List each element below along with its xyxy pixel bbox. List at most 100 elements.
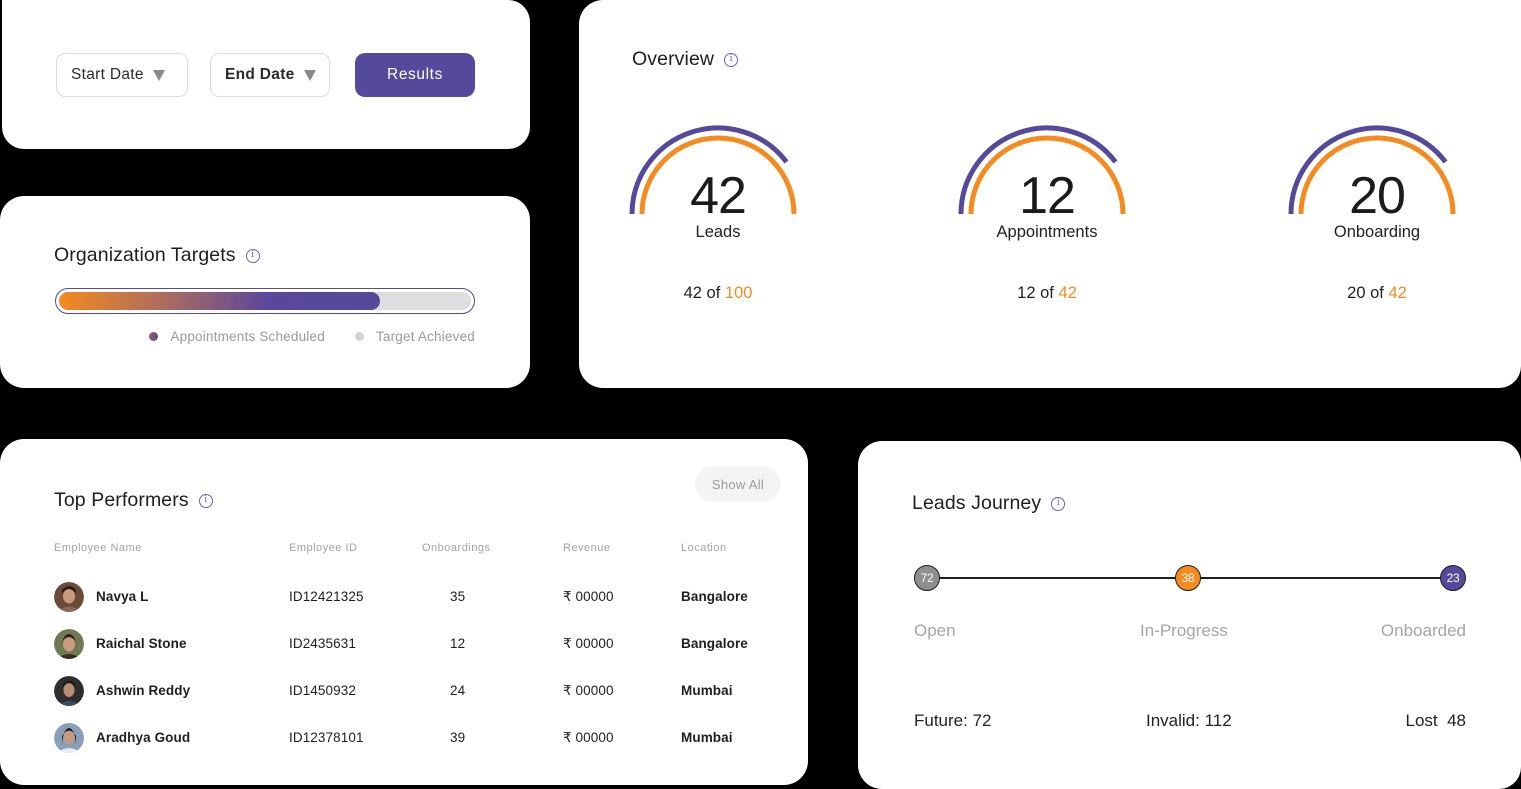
legend-label: Appointments Scheduled [170, 329, 325, 344]
revenue: ₹ 00000 [563, 636, 614, 651]
caret-down-icon [152, 69, 165, 81]
leads-journey-card: Leads Journey i 72 38 23 Open In-Progres… [858, 441, 1521, 789]
column-header-employee-name[interactable]: Employee Name [54, 542, 142, 554]
onboardings: 39 [450, 730, 466, 745]
date-filter-card: Start Date End Date Results [2, 0, 530, 149]
gauge-total: 42 [1058, 284, 1077, 302]
top-performers-heading: Top Performers i [54, 489, 213, 512]
revenue: ₹ 00000 [563, 589, 614, 604]
gauge-current: 42 [683, 284, 702, 302]
gauge-onboarding: 20 Onboarding 20 of 42 [1287, 118, 1467, 318]
overview-card: Overview i 42 Leads 42 of 100 12 Appoint… [579, 0, 1521, 388]
gauge-total: 100 [724, 284, 753, 302]
gauge-of: of [706, 284, 721, 302]
legend-item-target-achieved: Target Achieved [354, 329, 475, 344]
legend-item-appointments-scheduled: Appointments Scheduled [149, 329, 325, 344]
caret-down-icon [303, 69, 316, 81]
top-performers-title: Top Performers [54, 489, 189, 511]
stat-lost: Lost 48 [1405, 711, 1467, 730]
revenue: ₹ 00000 [563, 730, 614, 745]
stage-label-open: Open [914, 621, 956, 640]
gauge-appointments: 12 Appointments 12 of 42 [957, 118, 1137, 318]
column-header-employee-id[interactable]: Employee ID [289, 542, 358, 554]
table-row[interactable]: Navya L ID12421325 35 ₹ 00000 Bangalore [0, 579, 808, 615]
organization-targets-title: Organization Targets [54, 244, 236, 266]
employee-name: Aradhya Goud [96, 730, 191, 745]
table-row[interactable]: Raichal Stone ID2435631 12 ₹ 00000 Banga… [0, 626, 808, 662]
gauge-value: 20 [1349, 167, 1406, 225]
gauge-progress-text: 12 of 42 [927, 284, 1167, 303]
onboardings: 12 [450, 636, 466, 651]
targets-legend: Appointments Scheduled Target Achieved [149, 329, 475, 344]
gauge-value: 42 [690, 167, 747, 225]
gauge-current: 12 [1017, 284, 1036, 302]
leads-journey-heading: Leads Journey i [912, 492, 1066, 515]
results-button[interactable]: Results [355, 53, 475, 97]
employee-id: ID2435631 [289, 636, 356, 651]
gauge-label: Leads [695, 223, 741, 241]
start-date-dropdown[interactable]: Start Date [56, 53, 188, 97]
overview-heading: Overview i [632, 48, 739, 71]
employee-id: ID12378101 [289, 730, 364, 745]
stat-future: Future: 72 [914, 711, 992, 730]
revenue: ₹ 00000 [563, 683, 614, 698]
start-date-label: Start Date [71, 66, 144, 83]
info-icon[interactable]: i [198, 493, 213, 508]
table-row[interactable]: Ashwin Reddy ID1450932 24 ₹ 00000 Mumbai [0, 673, 808, 709]
table-row[interactable]: Aradhya Goud ID12378101 39 ₹ 00000 Mumba… [0, 720, 808, 756]
stage-label-onboarded: Onboarded [1380, 621, 1466, 640]
top-performers-card: Top Performers i Show All Employee Name … [0, 439, 808, 785]
stage-node-in-progress[interactable]: 38 [1175, 565, 1201, 591]
info-icon[interactable]: i [724, 52, 739, 67]
onboardings: 24 [450, 683, 466, 698]
gauge-arc-icon [958, 125, 1126, 215]
column-header-onboardings[interactable]: Onboardings [422, 542, 491, 554]
end-date-label: End Date [225, 66, 295, 83]
legend-dot-icon [149, 332, 159, 341]
gauge-arc-icon [629, 125, 797, 215]
gauge-value: 12 [1019, 167, 1076, 225]
leads-journey-title: Leads Journey [912, 492, 1042, 514]
employee-id: ID12421325 [289, 589, 364, 604]
progress-fill [59, 292, 381, 310]
gauge-of: of [1370, 284, 1384, 302]
info-icon[interactable]: i [245, 248, 260, 263]
column-header-location[interactable]: Location [681, 542, 727, 554]
stage-node-onboarded[interactable]: 23 [1440, 565, 1466, 591]
stage-node-open[interactable]: 72 [914, 565, 940, 591]
avatar [54, 582, 84, 612]
end-date-dropdown[interactable]: End Date [210, 53, 330, 97]
gauge-progress-text: 42 of 100 [598, 284, 838, 303]
gauge-label: Appointments [996, 223, 1098, 241]
location: Bangalore [681, 636, 748, 651]
gauge-total: 42 [1388, 284, 1407, 302]
stat-invalid: Invalid: 112 [1146, 711, 1232, 730]
organization-targets-card: Organization Targets i Appointments Sche… [0, 196, 530, 388]
onboardings: 35 [450, 589, 466, 604]
column-header-revenue[interactable]: Revenue [563, 542, 611, 554]
targets-progress-bar [55, 288, 475, 314]
legend-label: Target Achieved [375, 329, 475, 344]
location: Bangalore [681, 589, 748, 604]
employee-name: Ashwin Reddy [96, 683, 191, 698]
location: Mumbai [681, 683, 733, 698]
gauge-progress-text: 20 of 42 [1257, 284, 1497, 303]
stage-label-in-progress: In-Progress [1140, 621, 1228, 640]
location: Mumbai [681, 730, 733, 745]
organization-targets-heading: Organization Targets i [54, 244, 260, 267]
info-icon[interactable]: i [1051, 496, 1066, 511]
employee-name: Navya L [96, 589, 149, 604]
gauge-leads: 42 Leads 42 of 100 [628, 118, 808, 318]
avatar [54, 723, 84, 753]
gauge-of: of [1040, 284, 1054, 302]
show-all-button[interactable]: Show All [695, 466, 781, 502]
legend-dot-icon [354, 332, 364, 341]
employee-name: Raichal Stone [96, 636, 187, 651]
gauge-label: Onboarding [1333, 223, 1421, 241]
progress-track [59, 292, 471, 310]
avatar [54, 629, 84, 659]
avatar [54, 676, 84, 706]
gauge-arc-icon [1288, 125, 1456, 215]
overview-title: Overview [632, 48, 715, 70]
employee-id: ID1450932 [289, 683, 356, 698]
